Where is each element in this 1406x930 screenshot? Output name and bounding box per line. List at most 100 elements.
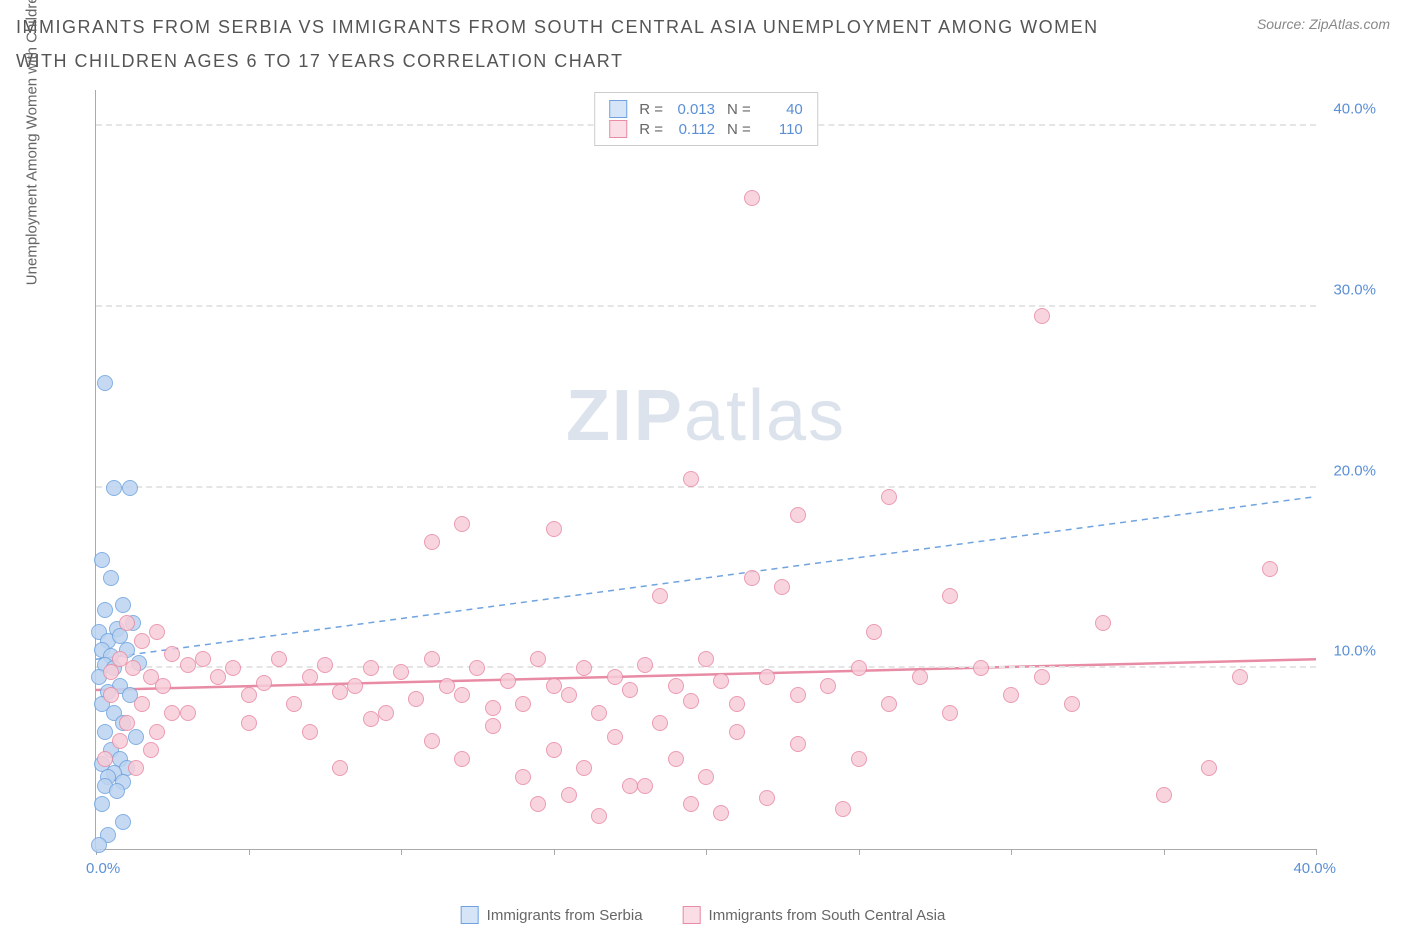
scatter-point (106, 480, 122, 496)
x-axis-max-label: 40.0% (1293, 860, 1336, 877)
x-tick (1011, 849, 1012, 855)
legend-row: R =0.112N =110 (609, 119, 803, 139)
scatter-point (128, 729, 144, 745)
scatter-point (591, 808, 607, 824)
legend-swatch (683, 906, 701, 924)
scatter-point (1156, 787, 1172, 803)
scatter-point (530, 796, 546, 812)
scatter-point (393, 664, 409, 680)
source-attribution: Source: ZipAtlas.com (1257, 16, 1390, 32)
y-tick-label: 10.0% (1333, 643, 1376, 660)
scatter-point (241, 687, 257, 703)
scatter-point (881, 489, 897, 505)
scatter-point (881, 696, 897, 712)
scatter-point (119, 615, 135, 631)
scatter-point (97, 724, 113, 740)
scatter-point (155, 678, 171, 694)
scatter-point (225, 660, 241, 676)
scatter-point (835, 801, 851, 817)
legend-series-name: Immigrants from South Central Asia (709, 907, 946, 924)
scatter-point (94, 552, 110, 568)
scatter-point (286, 696, 302, 712)
correlation-legend: R =0.013N =40R =0.112N =110 (594, 92, 818, 146)
scatter-point (122, 480, 138, 496)
legend-r-label: R = (639, 121, 663, 138)
scatter-point (125, 660, 141, 676)
scatter-point (1262, 561, 1278, 577)
scatter-point (164, 705, 180, 721)
y-tick-label: 40.0% (1333, 101, 1376, 118)
x-tick (249, 849, 250, 855)
scatter-point (180, 657, 196, 673)
scatter-point (91, 837, 107, 853)
x-tick (706, 849, 707, 855)
scatter-point (683, 693, 699, 709)
scatter-point (256, 675, 272, 691)
scatter-point (180, 705, 196, 721)
scatter-point (668, 678, 684, 694)
scatter-point (317, 657, 333, 673)
scatter-point (744, 570, 760, 586)
x-tick (1316, 849, 1317, 855)
scatter-point (195, 651, 211, 667)
scatter-point (302, 669, 318, 685)
scatter-point (729, 724, 745, 740)
scatter-point (942, 705, 958, 721)
scatter-point (561, 787, 577, 803)
y-tick-label: 20.0% (1333, 462, 1376, 479)
scatter-point (591, 705, 607, 721)
scatter-point (210, 669, 226, 685)
scatter-point (637, 657, 653, 673)
scatter-point (790, 687, 806, 703)
scatter-point (515, 696, 531, 712)
scatter-point (1034, 669, 1050, 685)
x-tick (554, 849, 555, 855)
scatter-point (408, 691, 424, 707)
scatter-point (607, 729, 623, 745)
scatter-point (500, 673, 516, 689)
scatter-point (94, 796, 110, 812)
scatter-point (103, 664, 119, 680)
legend-r-value: 0.112 (675, 121, 715, 138)
scatter-point (851, 751, 867, 767)
scatter-point (652, 588, 668, 604)
scatter-point (97, 602, 113, 618)
scatter-point (546, 521, 562, 537)
scatter-point (622, 682, 638, 698)
scatter-point (576, 660, 592, 676)
scatter-point (97, 375, 113, 391)
scatter-point (744, 190, 760, 206)
scatter-point (424, 733, 440, 749)
scatter-point (866, 624, 882, 640)
x-tick (859, 849, 860, 855)
y-axis-label: Unemployment Among Women with Children A… (24, 0, 41, 285)
scatter-point (729, 696, 745, 712)
y-tick-label: 30.0% (1333, 281, 1376, 298)
scatter-point (109, 783, 125, 799)
scatter-point (668, 751, 684, 767)
scatter-point (485, 718, 501, 734)
gridline (96, 486, 1316, 488)
x-axis-min-label: 0.0% (86, 860, 120, 877)
chart-container: Unemployment Among Women with Children A… (50, 90, 1386, 890)
scatter-point (363, 711, 379, 727)
legend-swatch (461, 906, 479, 924)
scatter-point (759, 669, 775, 685)
trend-line (96, 497, 1316, 660)
scatter-point (912, 669, 928, 685)
scatter-point (942, 588, 958, 604)
scatter-point (637, 778, 653, 794)
scatter-point (454, 516, 470, 532)
legend-item: Immigrants from Serbia (461, 906, 643, 924)
scatter-point (149, 624, 165, 640)
scatter-point (149, 724, 165, 740)
scatter-point (1003, 687, 1019, 703)
scatter-point (546, 678, 562, 694)
scatter-point (103, 687, 119, 703)
scatter-point (576, 760, 592, 776)
scatter-point (119, 715, 135, 731)
scatter-point (424, 534, 440, 550)
watermark-bold: ZIP (566, 376, 684, 456)
scatter-point (851, 660, 867, 676)
scatter-point (332, 684, 348, 700)
